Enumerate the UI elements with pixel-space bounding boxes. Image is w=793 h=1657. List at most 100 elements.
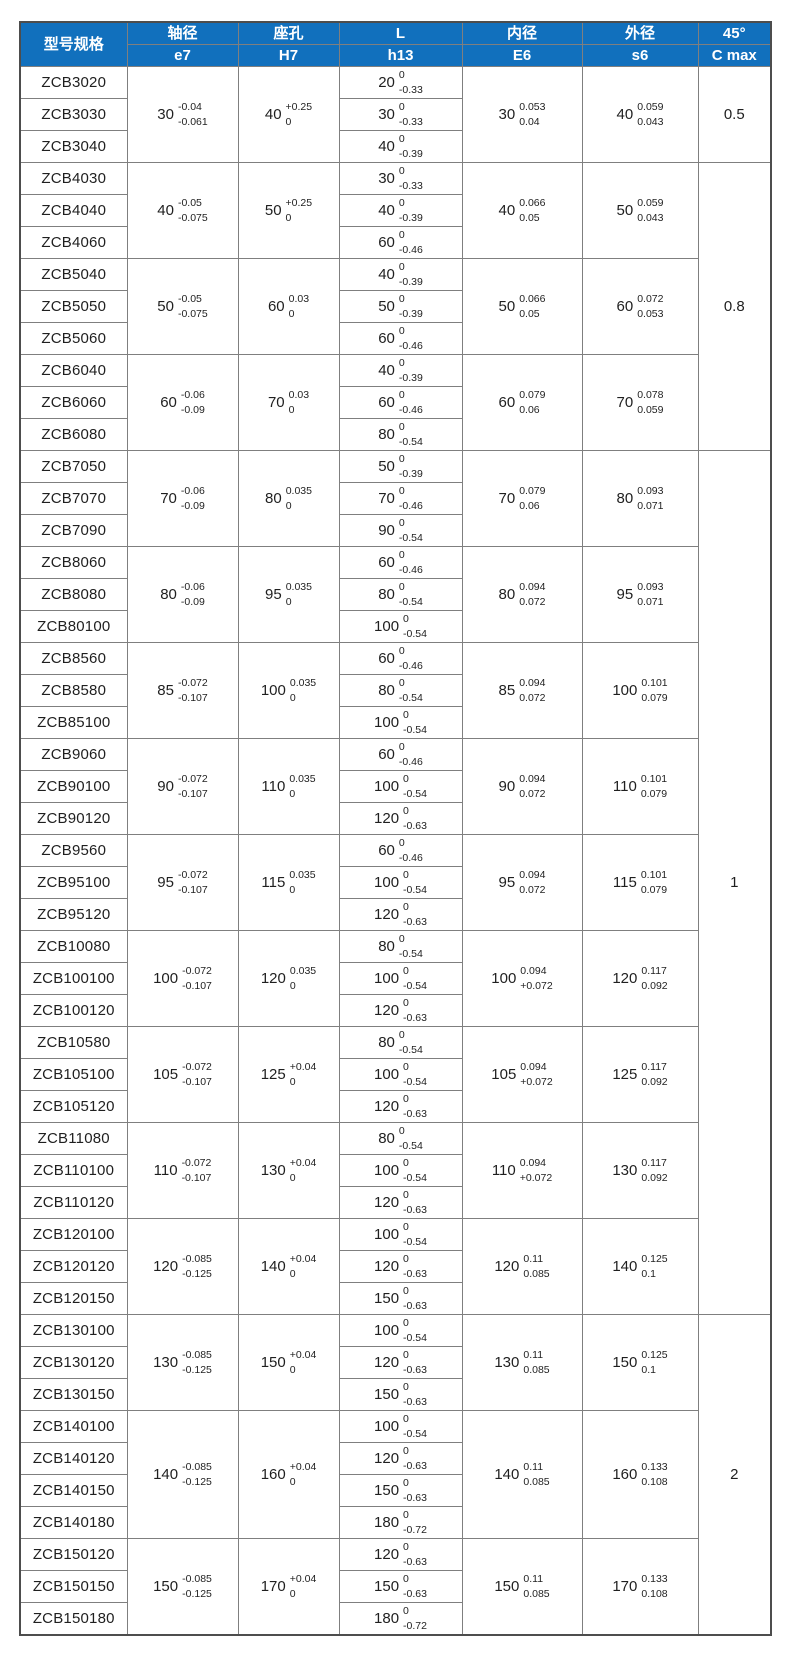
- seat-bore-cell-value: 160 +0.04 0: [260, 1460, 317, 1488]
- length-cell: 70 0 -0.46: [338, 482, 463, 515]
- seat-bore-cell-value: 110 0.035 0: [261, 772, 316, 800]
- table-row: ZCB3030 30 0 -0.33: [19, 98, 771, 131]
- shaft-dia-cell-value: 100 -0.072 -0.107: [153, 964, 212, 992]
- outer-dia-cell-value: 115 0.101 0.079: [612, 868, 668, 896]
- shaft-dia-cell-value: 40 -0.05 -0.075: [157, 196, 208, 224]
- length-cell-value: 100 0 -0.54: [374, 964, 427, 992]
- length-cell-value: 120 0 -0.63: [374, 1252, 427, 1280]
- table-row: ZCB140150 150 0 -0.63: [19, 1474, 771, 1507]
- length-cell: 120 0 -0.63: [338, 1538, 463, 1571]
- shaft-dia-cell-value: 95 -0.072 -0.107: [157, 868, 208, 896]
- length-cell-value: 70 0 -0.46: [378, 484, 423, 512]
- model-cell: ZCB9560: [19, 834, 128, 867]
- length-cell: 150 0 -0.63: [338, 1282, 463, 1315]
- table-row: ZCB120150 150 0 -0.63: [19, 1282, 771, 1315]
- length-cell-value: 150 0 -0.63: [374, 1284, 427, 1312]
- seat-bore-cell-value: 40 +0.25 0: [264, 100, 313, 128]
- model-cell: ZCB140150: [19, 1474, 128, 1507]
- outer-dia-cell: 100 0.101 0.079: [581, 642, 699, 739]
- model-cell: ZCB8080: [19, 578, 128, 611]
- length-cell-value: 120 0 -0.63: [374, 1540, 427, 1568]
- model-cell: ZCB80100: [19, 610, 128, 643]
- model-cell: ZCB130120: [19, 1346, 128, 1379]
- model-cell: ZCB110120: [19, 1186, 128, 1219]
- model-cell: ZCB120150: [19, 1282, 128, 1315]
- outer-dia-cell: 170 0.133 0.108: [581, 1538, 699, 1636]
- outer-dia-cell-value: 150 0.125 0.1: [612, 1348, 668, 1376]
- length-cell-value: 30 0 -0.33: [378, 164, 423, 192]
- table-row: ZCB110120 120 0 -0.63: [19, 1186, 771, 1219]
- seat-bore-cell-value: 50 +0.25 0: [264, 196, 313, 224]
- inner-dia-cell: 95 0.094 0.072: [461, 834, 583, 931]
- length-cell: 150 0 -0.63: [338, 1474, 463, 1507]
- length-cell: 120 0 -0.63: [338, 802, 463, 835]
- shaft-dia-cell: 50 -0.05 -0.075: [126, 258, 239, 355]
- model-cell: ZCB130150: [19, 1378, 128, 1411]
- header-row-bottom: e7 H7 h13 E6 s6 C max: [20, 44, 772, 67]
- inner-dia-cell-value: 85 0.094 0.072: [498, 676, 546, 704]
- seat-bore-cell-value: 130 +0.04 0: [260, 1156, 317, 1184]
- seat-bore-cell: 60 0.03 0: [237, 258, 340, 355]
- table-row: ZCB11080 110 -0.072 -0.107 130 +0.04 0 80 0 -0.54…: [19, 1122, 771, 1219]
- header-model-spec: 型号规格: [19, 21, 128, 67]
- shaft-dia-cell-value: 30 -0.04 -0.061: [157, 100, 208, 128]
- model-cell: ZCB4030: [19, 162, 128, 195]
- header-shaft-dia: 轴径: [126, 21, 239, 45]
- length-cell-value: 50 0 -0.39: [378, 292, 423, 320]
- seat-bore-cell-value: 95 0.035 0: [265, 580, 312, 608]
- table-row: ZCB130120 120 0 -0.63: [19, 1346, 771, 1379]
- shaft-dia-cell-value: 80 -0.06 -0.09: [160, 580, 205, 608]
- model-cell: ZCB130100: [19, 1314, 128, 1347]
- length-cell: 150 0 -0.63: [338, 1378, 463, 1411]
- outer-dia-cell: 40 0.059 0.043: [581, 66, 699, 163]
- shaft-dia-cell: 130 -0.085 -0.125: [126, 1314, 239, 1411]
- table-row: ZCB8080 80 0 -0.54: [19, 578, 771, 611]
- header-tolerance-H7: H7: [237, 44, 340, 67]
- header-seat-bore: 座孔: [237, 21, 340, 45]
- model-cell: ZCB100100: [19, 962, 128, 995]
- length-cell-value: 120 0 -0.63: [374, 804, 427, 832]
- inner-dia-cell-value: 130 0.11 0.085: [494, 1348, 550, 1376]
- inner-dia-cell: 40 0.066 0.05: [461, 162, 583, 259]
- length-cell-value: 150 0 -0.63: [374, 1476, 427, 1504]
- length-cell-value: 120 0 -0.63: [374, 900, 427, 928]
- table-row: ZCB100100 100 0 -0.54: [19, 962, 771, 995]
- table-row: ZCB8060 80 -0.06 -0.09 95 0.035 0 60 0 -0.46 80 0.0…: [19, 546, 771, 643]
- shaft-dia-cell-value: 70 -0.06 -0.09: [160, 484, 205, 512]
- length-cell-value: 100 0 -0.54: [374, 868, 427, 896]
- table-row: ZCB5040 50 -0.05 -0.075 60 0.03 0 40 0 -0.39 50 0.0…: [19, 258, 771, 355]
- table-row: ZCB7050 70 -0.06 -0.09 80 0.035 0 50 0 -0.39 70 0.0…: [19, 450, 772, 1315]
- length-cell: 120 0 -0.63: [338, 1346, 463, 1379]
- model-cell: ZCB11080: [19, 1122, 128, 1155]
- length-cell-value: 20 0 -0.33: [378, 68, 423, 96]
- table-row: ZCB90100 100 0 -0.54: [19, 770, 771, 803]
- table-row: ZCB9560 95 -0.072 -0.107 115 0.035 0 60 0 -0.46 95…: [19, 834, 771, 931]
- seat-bore-cell-value: 125 +0.04 0: [260, 1060, 317, 1088]
- shaft-dia-cell: 40 -0.05 -0.075: [126, 162, 239, 259]
- length-cell-value: 30 0 -0.33: [378, 100, 423, 128]
- table-row: ZCB6040 60 -0.06 -0.09 70 0.03 0 40 0 -0.39 60 0.07…: [19, 354, 771, 451]
- length-cell-value: 40 0 -0.39: [378, 132, 423, 160]
- seat-bore-cell-value: 80 0.035 0: [265, 484, 312, 512]
- table-row: ZCB8580 80 0 -0.54: [19, 674, 771, 707]
- model-cell: ZCB6040: [19, 354, 128, 387]
- header-length: L: [338, 21, 463, 45]
- shaft-dia-cell-value: 60 -0.06 -0.09: [160, 388, 205, 416]
- seat-bore-cell-value: 170 +0.04 0: [260, 1572, 317, 1600]
- spec-table-body: ZCB3020 30 -0.04 -0.061 40 +0.25 0 20 0 -0.33 30 0.…: [19, 66, 772, 1636]
- length-cell: 60 0 -0.46: [338, 226, 463, 259]
- outer-dia-cell-value: 95 0.093 0.071: [616, 580, 664, 608]
- table-row: ZCB9060 90 -0.072 -0.107 110 0.035 0 60 0 -0.46 90…: [19, 738, 771, 835]
- length-cell-value: 120 0 -0.63: [374, 1348, 427, 1376]
- outer-dia-cell: 140 0.125 0.1: [581, 1218, 699, 1315]
- length-cell-value: 60 0 -0.46: [378, 324, 423, 352]
- model-cell: ZCB10580: [19, 1026, 128, 1059]
- seat-bore-cell: 160 +0.04 0: [237, 1410, 340, 1539]
- shaft-dia-cell: 80 -0.06 -0.09: [126, 546, 239, 643]
- outer-dia-cell: 95 0.093 0.071: [581, 546, 699, 643]
- model-cell: ZCB105100: [19, 1058, 128, 1091]
- length-cell-value: 100 0 -0.54: [374, 1412, 427, 1440]
- model-cell: ZCB120120: [19, 1250, 128, 1283]
- table-row: ZCB130150 150 0 -0.63: [19, 1378, 771, 1411]
- length-cell: 180 0 -0.72: [338, 1506, 463, 1539]
